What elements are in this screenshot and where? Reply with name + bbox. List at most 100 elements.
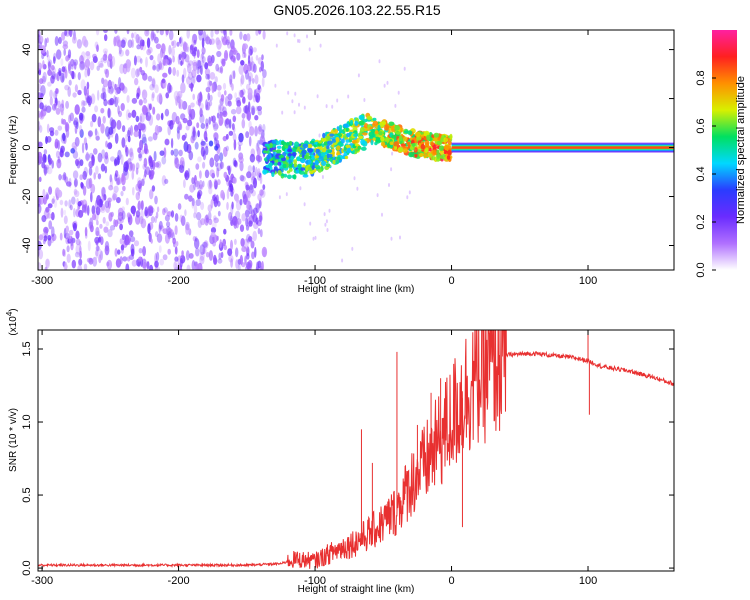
spectrogram-cell [296,169,300,174]
spectrogram-cell [239,174,245,182]
spectrogram-cell [238,156,244,164]
spectrogram-cell [181,74,185,83]
spectrogram-cell [262,184,266,191]
spectrogram-cell [67,86,71,97]
spectrogram-cell [81,106,86,113]
spectrogram-cell [233,159,238,167]
spectrogram-cell [79,250,82,259]
snr-frame [37,329,675,572]
spectrogram-cell [216,162,222,172]
snr-xtick-label: 100 [579,575,597,587]
spectrogram-cell [136,202,142,210]
spectrogram-cell [149,83,155,91]
spectrogram-cell [110,156,116,162]
spectrogram-cell [66,245,70,253]
spectrogram-cell [57,67,62,77]
spectrogram-cell [139,58,143,64]
spectrogram-cell [376,193,379,198]
spectrogram-cell [235,259,239,270]
spectrogram-cell [242,43,248,50]
spectrogram-cell [133,240,140,247]
spectrogram-cell [76,39,82,49]
spectrogram-cell [211,115,216,123]
spectrogram-cell [300,167,306,171]
spectrogram-cell [235,106,242,115]
spectrogram-cell [224,96,229,107]
spectrogram-cell [93,148,98,155]
spectrogram-cell [233,126,236,133]
spectrogram-cell [260,60,264,72]
snr-panel: -300 -200 -100 0 100 0.0 0.5 1.0 1.5 Height of s… [5,308,675,595]
spectrogram-cell [162,57,166,67]
spectrogram-cell [103,193,107,201]
spectrogram-cell [104,200,110,209]
spectrogram-cell [237,140,243,146]
spectrogram-cell [177,94,182,106]
spectrogram-cell [345,127,349,132]
spectrogram-cell [133,55,137,66]
spectrogram-cell [65,225,69,234]
spectrogram-cell [159,258,165,266]
spectrogram-cell [214,153,220,162]
spectrogram-cell [45,207,49,213]
spectrogram-cell [149,103,152,111]
spectrogram-cell [102,216,106,224]
spectrogram-cell [336,150,340,155]
spectrogram-cell [48,159,52,166]
spectrogram-cell [57,189,63,198]
spectrogram-cell [194,180,199,188]
spectrogram-cell [143,261,147,270]
spectrogram-cell [71,196,76,205]
spectrogram-cell [254,74,259,85]
spectrogram-cell [235,220,239,229]
spectrogram-cell [241,88,246,96]
spectrogram-cell [155,231,159,238]
spectrogram-cell [104,245,110,256]
spectrogram-cell [65,123,70,132]
spectrogram-cell [215,37,220,46]
spectrogram-cell [192,59,197,67]
figure-title: GN05.2026.103.22.55.R15 [273,2,441,18]
spectrogram-cell [54,129,59,136]
spectrogram-cell [266,154,271,160]
spectrogram-cell [96,244,100,252]
snr-ytick-label: 1.5 [21,341,33,356]
spectrogram-cell [42,238,46,245]
spectrogram-cell [246,110,251,121]
spectrogram-cell [231,70,236,80]
spectrogram-cell [95,30,100,36]
spectrogram-cell [109,97,115,106]
spectrogram-cell [160,112,164,121]
spectrogram-cell [214,137,217,146]
spectrogram-cell [232,132,237,142]
spectrogram-cell [79,174,83,181]
spectrogram-cell [239,198,243,206]
spectrogram-cell [205,136,208,142]
spectrogram-cell [204,62,209,70]
spectrogram-cell [148,169,152,178]
spectrogram-cell [73,61,77,70]
spectrogram-cell [326,135,331,140]
spectrogram-cell [156,30,159,34]
spectrogram-cell [398,135,403,142]
spectrogram-cell [93,172,96,180]
spectrogram-cell [57,156,61,164]
spectrogram-cell [228,211,233,221]
spectrogram-cell [275,43,278,48]
spectrogram-cell [217,104,222,114]
spectrogram-cell [260,189,266,198]
spectrogram-cell [246,171,252,179]
spectrogram-cell [193,204,198,215]
spectrogram-cell [177,121,182,131]
spectrogram-cell [87,240,91,252]
spectrogram-cell [139,112,145,123]
spectrogram-cell [121,172,125,182]
spectrogram-cell [200,146,206,157]
spectrogram-cell [306,34,308,39]
spectrogram-cell [102,48,108,54]
snr-xtick-label: -100 [304,575,326,587]
spectrogram-cell [212,119,216,128]
spectrogram-cell [192,75,197,84]
spectrogram-cell [147,205,154,213]
spectrogram-cell [53,90,58,100]
